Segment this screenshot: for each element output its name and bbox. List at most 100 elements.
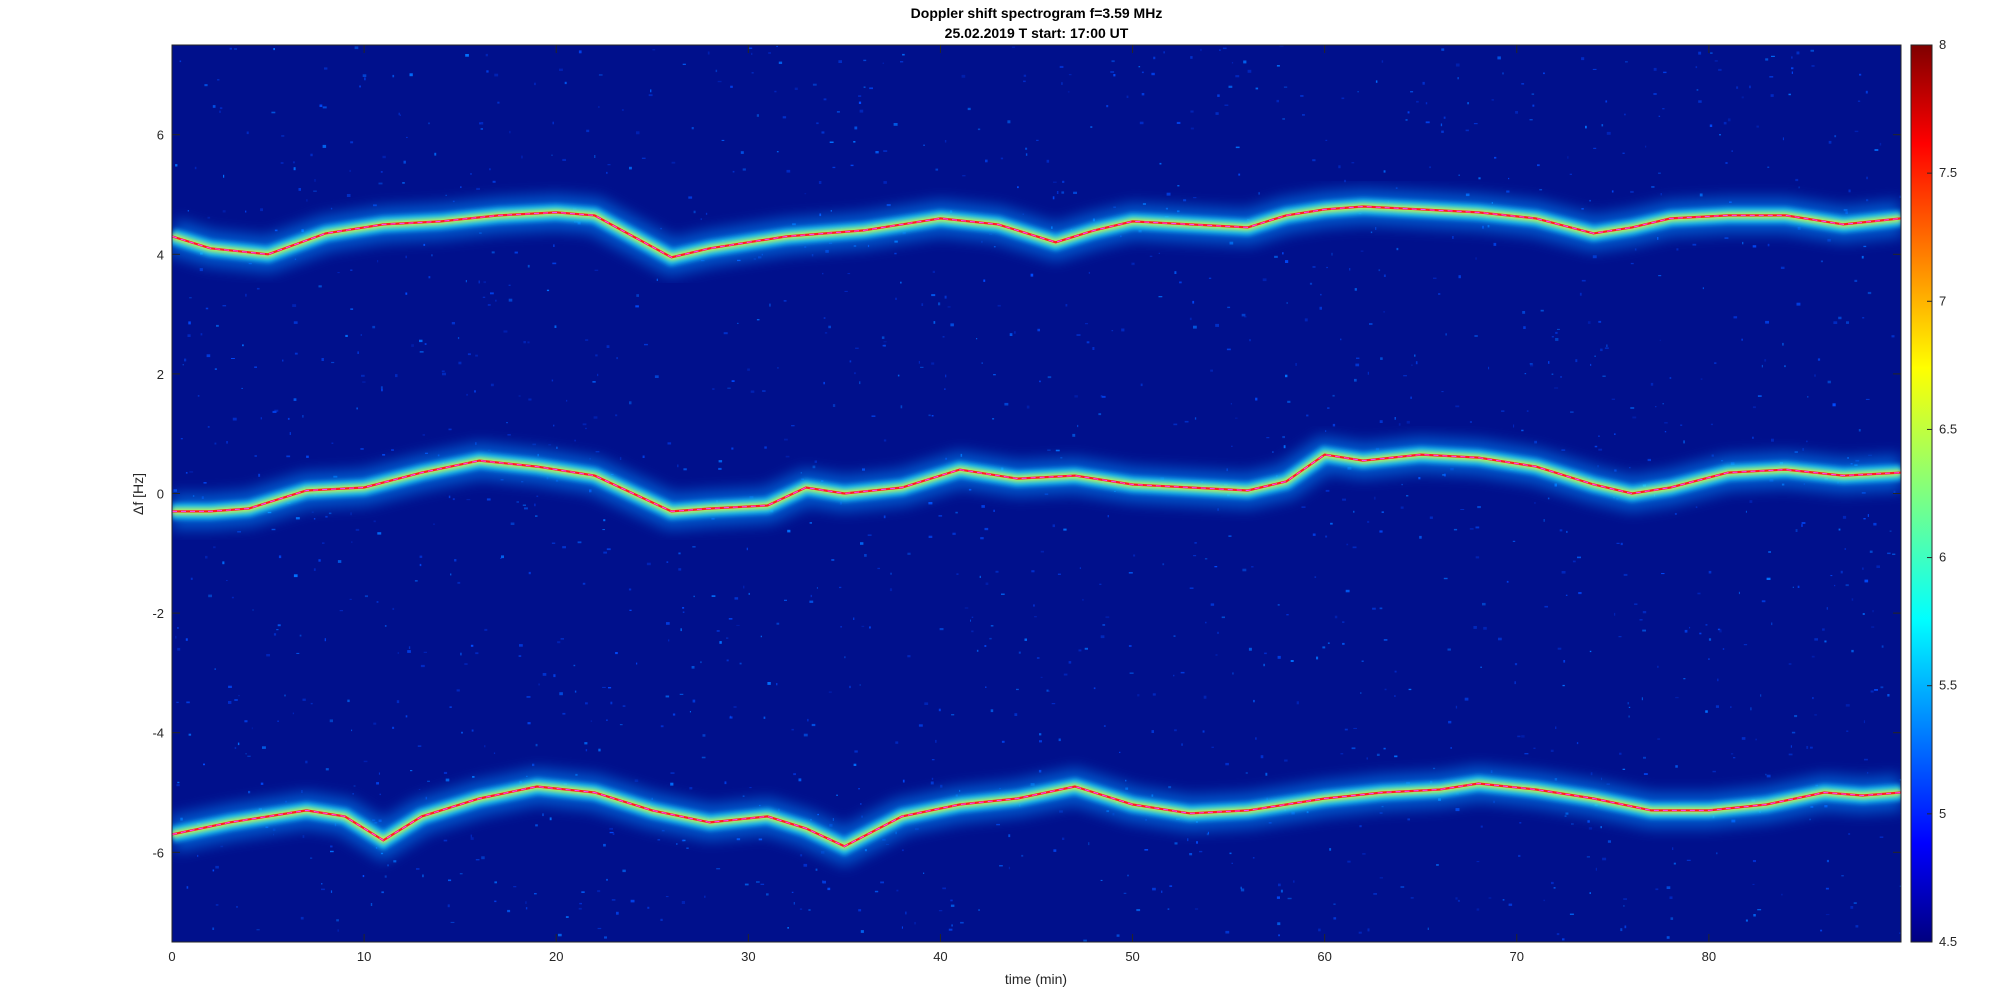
- noise-speckle: [1512, 540, 1516, 542]
- noise-speckle: [1892, 553, 1896, 555]
- noise-speckle: [392, 607, 395, 610]
- noise-speckle: [897, 374, 900, 377]
- noise-speckle: [330, 845, 333, 848]
- noise-speckle: [1513, 424, 1515, 428]
- noise-speckle: [666, 561, 669, 563]
- noise-speckle: [1224, 104, 1229, 106]
- noise-speckle: [1791, 67, 1794, 70]
- noise-speckle: [577, 541, 582, 544]
- noise-speckle: [1023, 80, 1026, 83]
- noise-speckle: [1074, 395, 1078, 398]
- noise-speckle: [1174, 842, 1178, 845]
- noise-speckle: [816, 122, 819, 125]
- noise-speckle: [1534, 440, 1537, 444]
- noise-speckle: [452, 498, 455, 501]
- noise-speckle: [1452, 236, 1454, 239]
- noise-speckle: [1376, 753, 1380, 756]
- noise-speckle: [859, 109, 864, 113]
- noise-speckle: [1521, 429, 1524, 432]
- noise-speckle: [853, 763, 857, 766]
- noise-speckle: [1482, 602, 1486, 606]
- noise-speckle: [1137, 694, 1140, 697]
- noise-speckle: [494, 73, 499, 77]
- noise-speckle: [803, 733, 808, 737]
- noise-speckle: [1295, 363, 1297, 366]
- noise-speckle: [237, 531, 241, 533]
- noise-speckle: [213, 546, 216, 549]
- noise-speckle: [1282, 118, 1285, 120]
- noise-speckle: [964, 607, 969, 609]
- noise-speckle: [1761, 600, 1766, 603]
- noise-speckle: [1592, 255, 1597, 259]
- noise-speckle: [325, 515, 328, 518]
- noise-speckle: [1061, 82, 1063, 85]
- noise-speckle: [508, 298, 513, 302]
- colorbar-tick-label: 5.5: [1939, 678, 1957, 693]
- noise-speckle: [928, 535, 933, 538]
- noise-speckle: [832, 166, 836, 169]
- noise-speckle: [1657, 738, 1661, 740]
- noise-speckle: [711, 595, 716, 597]
- colorbar-tick-label: 7.5: [1939, 165, 1957, 180]
- noise-speckle: [1227, 306, 1231, 309]
- noise-speckle: [1788, 663, 1792, 665]
- noise-speckle: [832, 404, 836, 407]
- noise-speckle: [532, 443, 536, 446]
- noise-speckle: [254, 455, 257, 457]
- noise-speckle: [1655, 406, 1657, 408]
- noise-speckle: [1333, 917, 1337, 920]
- noise-speckle: [466, 499, 471, 501]
- noise-speckle: [1345, 589, 1350, 593]
- noise-speckle: [1838, 528, 1841, 531]
- noise-speckle: [293, 398, 297, 401]
- noise-speckle: [553, 244, 555, 247]
- noise-speckle: [484, 745, 486, 748]
- noise-speckle: [1445, 333, 1447, 336]
- noise-speckle: [1862, 317, 1865, 319]
- noise-speckle: [1666, 936, 1670, 939]
- noise-speckle: [287, 417, 290, 420]
- noise-speckle: [1634, 248, 1637, 251]
- noise-speckle: [785, 455, 790, 458]
- noise-speckle: [853, 617, 855, 620]
- x-tick-label: 30: [741, 949, 755, 964]
- noise-speckle: [1539, 189, 1543, 191]
- noise-speckle: [782, 116, 787, 119]
- noise-speckle: [1876, 565, 1880, 568]
- noise-speckle: [1252, 857, 1255, 859]
- noise-speckle: [1642, 611, 1647, 614]
- noise-speckle: [1567, 156, 1569, 159]
- noise-speckle: [1768, 551, 1771, 553]
- noise-speckle: [883, 515, 886, 519]
- noise-speckle: [182, 364, 184, 366]
- noise-speckle: [1228, 535, 1232, 537]
- noise-speckle: [1730, 753, 1734, 755]
- noise-speckle: [1240, 886, 1242, 890]
- noise-speckle: [274, 409, 279, 412]
- noise-speckle: [420, 664, 425, 668]
- noise-speckle: [236, 906, 238, 908]
- noise-speckle: [377, 532, 382, 535]
- noise-speckle: [774, 90, 777, 93]
- noise-speckle: [1004, 402, 1009, 406]
- noise-speckle: [1899, 195, 1901, 198]
- noise-speckle: [189, 471, 194, 473]
- noise-speckle: [1719, 134, 1721, 136]
- noise-speckle: [1600, 348, 1603, 352]
- noise-speckle: [996, 823, 1000, 826]
- noise-speckle: [362, 381, 366, 383]
- noise-speckle: [1018, 651, 1021, 654]
- noise-speckle: [1675, 696, 1679, 699]
- noise-speckle: [1634, 603, 1638, 605]
- noise-speckle: [1161, 890, 1163, 893]
- noise-speckle: [1555, 726, 1557, 729]
- noise-speckle: [828, 691, 832, 693]
- noise-speckle: [715, 69, 718, 73]
- noise-speckle: [1119, 751, 1121, 753]
- noise-speckle: [292, 712, 294, 715]
- noise-speckle: [859, 684, 861, 686]
- noise-speckle: [977, 128, 981, 131]
- noise-speckle: [902, 53, 905, 56]
- noise-speckle: [1102, 624, 1106, 626]
